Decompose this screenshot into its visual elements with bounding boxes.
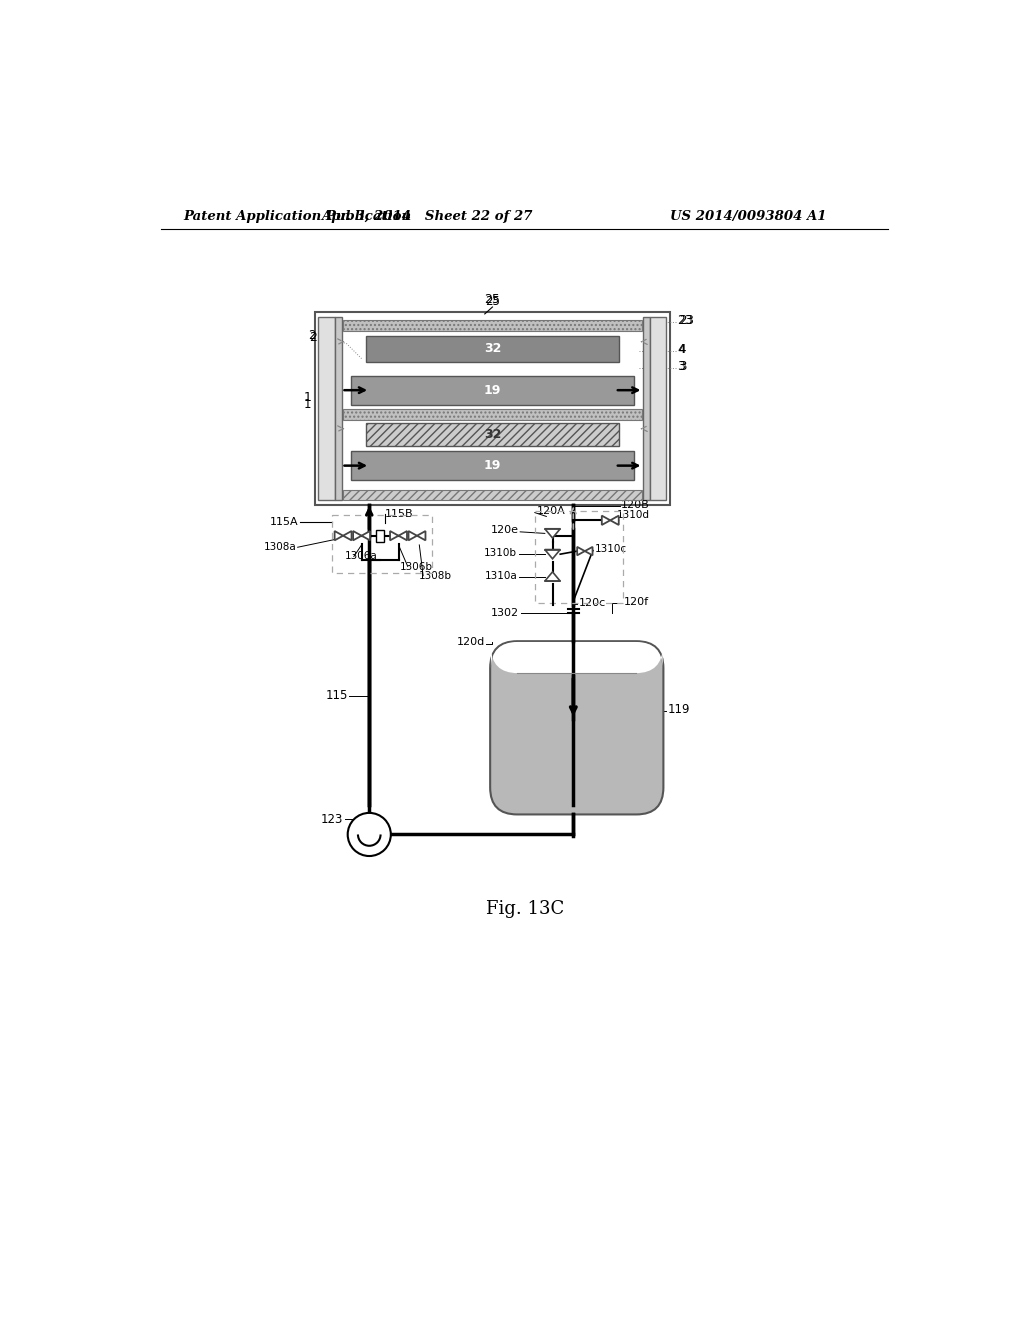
Text: 23: 23 xyxy=(679,314,693,326)
Bar xyxy=(315,313,670,506)
Text: Apr. 3, 2014   Sheet 22 of 27: Apr. 3, 2014 Sheet 22 of 27 xyxy=(322,210,532,223)
Text: 23: 23 xyxy=(677,314,693,326)
Polygon shape xyxy=(578,546,585,556)
Text: 120A: 120A xyxy=(537,506,565,516)
Bar xyxy=(367,424,618,446)
FancyBboxPatch shape xyxy=(490,642,663,673)
Polygon shape xyxy=(545,529,560,539)
Text: Fig. 13C: Fig. 13C xyxy=(485,900,564,919)
Text: 1310c: 1310c xyxy=(595,544,627,554)
Text: 1310b: 1310b xyxy=(484,548,517,557)
Polygon shape xyxy=(610,516,618,525)
Text: 119: 119 xyxy=(668,704,690,717)
Bar xyxy=(318,317,336,500)
Text: 25: 25 xyxy=(484,293,501,306)
Text: 1310d: 1310d xyxy=(617,510,650,520)
Polygon shape xyxy=(545,549,560,558)
Text: 2: 2 xyxy=(308,329,315,342)
Polygon shape xyxy=(409,531,417,540)
Text: 1: 1 xyxy=(304,391,311,404)
Text: 4: 4 xyxy=(677,343,685,356)
Text: 19: 19 xyxy=(483,459,501,473)
Text: 32: 32 xyxy=(483,342,501,355)
Polygon shape xyxy=(602,516,610,525)
Polygon shape xyxy=(343,531,351,540)
Bar xyxy=(649,317,667,500)
Circle shape xyxy=(348,813,391,857)
Bar xyxy=(376,529,384,541)
Text: 120B: 120B xyxy=(621,500,650,510)
Text: 25: 25 xyxy=(485,294,500,308)
Bar xyxy=(643,317,649,500)
Text: 1308b: 1308b xyxy=(419,570,453,581)
Text: 120d: 120d xyxy=(457,638,484,647)
Text: 3: 3 xyxy=(677,360,685,372)
Polygon shape xyxy=(335,531,343,540)
Text: 120e: 120e xyxy=(490,525,518,536)
Polygon shape xyxy=(390,531,398,540)
Polygon shape xyxy=(417,531,425,540)
Text: 19: 19 xyxy=(483,384,501,397)
Text: 1308a: 1308a xyxy=(264,543,297,552)
Text: 1: 1 xyxy=(304,399,311,412)
Polygon shape xyxy=(361,531,370,540)
Bar xyxy=(343,409,642,420)
Bar xyxy=(351,451,634,480)
Bar xyxy=(351,376,634,405)
Polygon shape xyxy=(398,531,407,540)
Polygon shape xyxy=(545,572,560,581)
Text: 1306b: 1306b xyxy=(400,561,433,572)
Text: 120c: 120c xyxy=(579,598,606,607)
Bar xyxy=(336,317,342,500)
Polygon shape xyxy=(585,546,593,556)
Bar xyxy=(333,515,432,573)
Polygon shape xyxy=(353,531,361,540)
Text: 1310a: 1310a xyxy=(484,570,517,581)
Text: 32: 32 xyxy=(483,428,501,441)
Text: 1302: 1302 xyxy=(492,607,519,618)
Bar xyxy=(343,490,642,500)
Text: 123: 123 xyxy=(321,813,343,825)
Text: 2: 2 xyxy=(309,330,316,343)
Text: 4: 4 xyxy=(679,343,686,356)
Bar xyxy=(535,511,624,603)
Text: US 2014/0093804 A1: US 2014/0093804 A1 xyxy=(670,210,826,223)
Text: 1306a: 1306a xyxy=(345,552,378,561)
Text: 3: 3 xyxy=(679,360,686,372)
Text: 115A: 115A xyxy=(269,517,298,527)
Text: Patent Application Publication: Patent Application Publication xyxy=(183,210,411,223)
Bar xyxy=(367,335,618,363)
Text: 120f: 120f xyxy=(624,597,648,607)
FancyBboxPatch shape xyxy=(490,642,664,814)
Text: 115: 115 xyxy=(326,689,348,702)
Text: 115B: 115B xyxy=(385,510,414,519)
Bar xyxy=(343,321,642,331)
